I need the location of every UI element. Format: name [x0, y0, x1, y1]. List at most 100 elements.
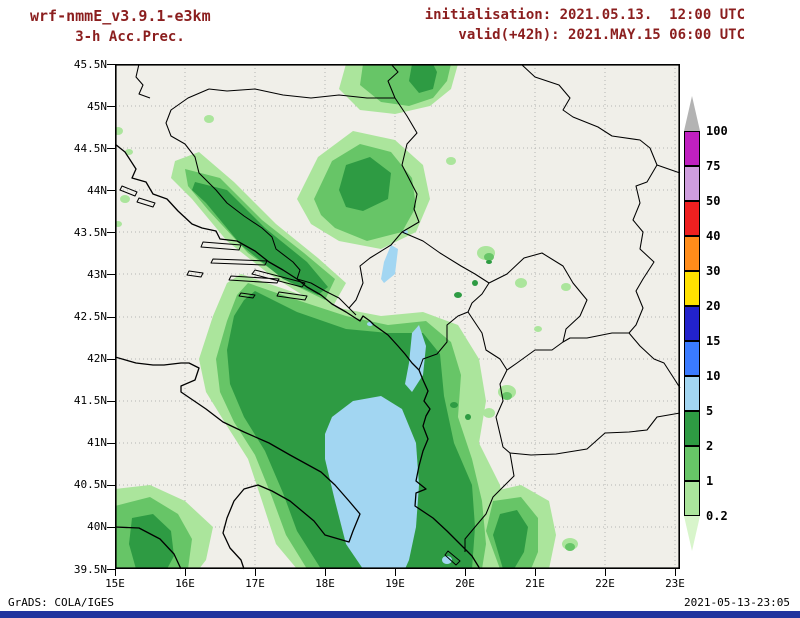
lat-axis-label: 43N — [87, 267, 107, 281]
colorbar-box — [684, 131, 700, 166]
precip-shape — [325, 396, 419, 569]
lat-tick-mark — [107, 316, 115, 318]
lat-axis-label: 43.5N — [73, 225, 107, 239]
colorbar-level-label: 75 — [706, 159, 721, 173]
precip-speck — [204, 115, 214, 123]
precip-speck — [534, 326, 542, 332]
colorbar-level-label: 1 — [706, 474, 714, 488]
coastlines — [115, 143, 481, 570]
precip-speck — [502, 392, 512, 400]
lat-axis-label: 44.5N — [73, 141, 107, 155]
colorbar-level-label: 2 — [706, 439, 714, 453]
border-albania-macedonia — [495, 369, 511, 454]
time-header: initialisation: 2021.05.13. 12:00 UTC va… — [425, 7, 745, 47]
colorbar-level-label: 50 — [706, 194, 721, 208]
lon-tick-mark — [185, 569, 186, 576]
colorbar-box — [684, 166, 700, 201]
colorbar-box — [684, 271, 700, 306]
lat-tick-mark — [107, 484, 115, 486]
precip-shape — [381, 245, 398, 283]
colorbar-box — [684, 201, 700, 236]
lat-axis-label: 40.5N — [73, 478, 107, 492]
lon-axis-label: 23E — [665, 577, 685, 590]
precip-speck — [486, 260, 492, 264]
colorbar-box — [684, 446, 700, 481]
precip-shape — [409, 64, 437, 93]
lat-axis-label: 41.5N — [73, 394, 107, 408]
lat-axis-label: 41N — [87, 436, 107, 450]
valid-time-label: valid(+42h): 2021.MAY.15 06:00 UTC — [458, 27, 745, 43]
border-bosnia-west — [165, 88, 301, 280]
coastline-italy — [115, 356, 361, 570]
lat-axis-label: 45N — [87, 99, 107, 113]
lon-axis-label: 15E — [105, 577, 125, 590]
border-montenegro-albania — [418, 311, 469, 371]
lon-tick-mark — [255, 569, 256, 576]
lat-axis-label: 42.5N — [73, 310, 107, 323]
colorbar-box — [684, 481, 700, 516]
precip-speck — [484, 253, 494, 261]
border-macedonia-greece — [509, 412, 681, 456]
colorbar-level-label: 100 — [706, 124, 728, 138]
lat-tick-mark — [107, 232, 115, 234]
lat-axis-label: 39.5N — [73, 562, 107, 576]
precip-speck — [446, 157, 456, 165]
lon-tick-mark — [605, 569, 606, 576]
colorbar-arrow-bottom — [684, 516, 700, 551]
colorbar-level-label: 30 — [706, 264, 721, 278]
lat-tick-mark — [107, 148, 115, 150]
coastline-tyrrhenian — [115, 526, 182, 570]
model-title: wrf-nmmE_v3.9.1-e3km — [30, 7, 211, 25]
lat-axis-label: 42N — [87, 352, 107, 366]
generation-timestamp: 2021-05-13-23:05 — [684, 596, 790, 609]
bottom-bar — [0, 611, 800, 618]
border-bosnia-serbia — [394, 97, 420, 233]
border-dubrovnik-strip — [296, 278, 357, 316]
lat-tick-mark — [107, 569, 115, 570]
precip-shape — [192, 182, 328, 295]
lon-axis-label: 19E — [385, 577, 405, 590]
lat-tick-mark — [107, 106, 115, 108]
precip-speck — [472, 280, 478, 286]
precip-shape — [493, 510, 528, 569]
colorbar-level-label: 20 — [706, 299, 721, 313]
colorbar-level-label: 0.2 — [706, 509, 728, 523]
lon-axis-label: 22E — [595, 577, 615, 590]
precip-speck — [465, 414, 471, 420]
precip-speck — [120, 195, 130, 203]
colorbar-box — [684, 306, 700, 341]
colorbar-box — [684, 341, 700, 376]
precip-speck — [565, 543, 575, 551]
lat-tick-mark — [107, 190, 115, 192]
border-albania-greece — [464, 452, 515, 552]
border-croatia-serbia — [387, 64, 399, 99]
lat-axis-label: 44N — [87, 183, 107, 197]
colorbar-box — [684, 236, 700, 271]
colorbar-level-label: 15 — [706, 334, 721, 348]
map-frame — [115, 64, 681, 569]
border-montenegro-serbia — [401, 231, 490, 284]
model-header: wrf-nmmE_v3.9.1-e3km 3-h Acc.Prec. — [30, 7, 230, 45]
lat-tick-mark — [107, 358, 115, 360]
product-subtitle: 3-h Acc.Prec. — [75, 29, 185, 45]
lon-tick-mark — [325, 569, 326, 576]
colorbar-legend: 100 75 50 40 30 20 15 10 5 2 1 0.2 — [684, 96, 748, 551]
colorbar-arrow-top — [684, 96, 700, 131]
precip-speck — [450, 402, 458, 408]
precip-speck — [454, 292, 462, 298]
lat-tick-mark — [107, 274, 115, 276]
colorbar-level-label: 5 — [706, 404, 714, 418]
country-borders — [135, 64, 681, 552]
lon-axis-label: 21E — [525, 577, 545, 590]
initialisation-label: initialisation: 2021.05.13. 12:00 UTC — [424, 7, 745, 23]
colorbar-level-label: 40 — [706, 229, 721, 243]
dalmatian-islands — [119, 185, 461, 566]
precip-shape — [129, 514, 174, 569]
border-bosnia-north — [208, 88, 395, 99]
precip-speck — [125, 149, 133, 155]
lon-tick-mark — [535, 569, 536, 576]
precip-speck — [442, 556, 452, 564]
precipitation-map — [115, 64, 681, 570]
lon-tick-mark — [465, 569, 466, 576]
